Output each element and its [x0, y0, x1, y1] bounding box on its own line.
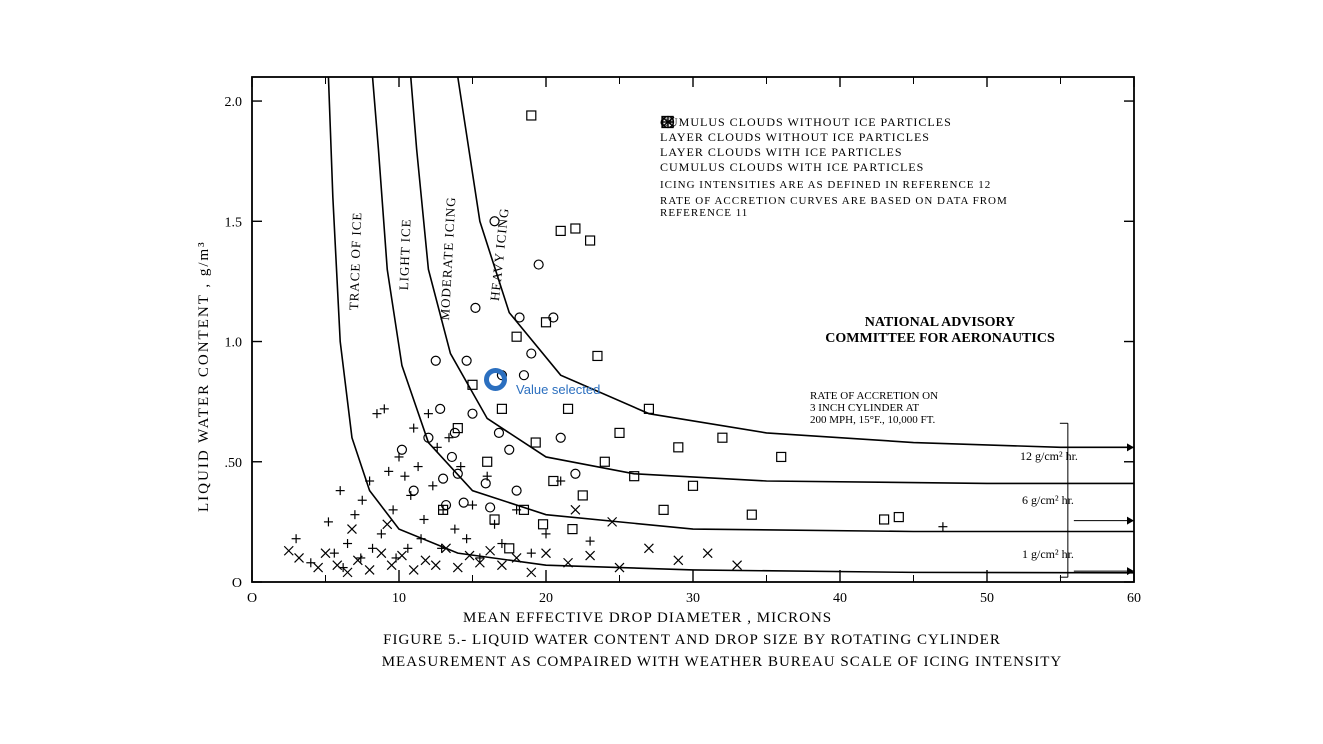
svg-text:40: 40 [833, 591, 847, 606]
svg-text:60: 60 [1127, 591, 1141, 606]
svg-text:O: O [232, 576, 242, 591]
svg-text:20: 20 [539, 591, 553, 606]
legend-row: LAYER CLOUDS WITH ICE PARTICLES [660, 145, 1020, 160]
svg-text:1.0: 1.0 [225, 336, 243, 351]
legend-note: RATE OF ACCRETION CURVES ARE BASED ON DA… [660, 195, 1020, 219]
curve-label: LIGHT ICE [396, 218, 415, 290]
svg-text:30: 30 [686, 591, 700, 606]
legend: CUMULUS CLOUDS WITHOUT ICE PARTICLESLAYE… [660, 115, 1020, 219]
accretion-note-line: 3 INCH CYLINDER AT [810, 402, 938, 414]
selected-point-label: Value selected [516, 382, 600, 397]
figure-caption-line2: MEASUREMENT AS COMPAIRED WITH WEATHER BU… [312, 654, 1132, 671]
rate-label: 12 g/cm² hr. [1020, 449, 1078, 464]
accretion-note-line: 200 MPH, 15°F., 10,000 FT. [810, 414, 938, 426]
agency-line2: COMMITTEE FOR AERONAUTICS [810, 331, 1070, 347]
svg-text:.50: .50 [225, 456, 243, 471]
svg-text:1.5: 1.5 [225, 215, 243, 230]
svg-text:O: O [247, 591, 257, 606]
agency-label: NATIONAL ADVISORY COMMITTEE FOR AERONAUT… [810, 315, 1070, 347]
y-axis-label: LIQUID WATER CONTENT , g/m³ [196, 240, 213, 512]
rate-label: 6 g/cm² hr. [1022, 493, 1074, 508]
legend-row: CUMULUS CLOUDS WITHOUT ICE PARTICLES [660, 115, 1020, 130]
svg-text:2.0: 2.0 [225, 95, 243, 110]
accretion-note: RATE OF ACCRETION ON3 INCH CYLINDER AT20… [810, 390, 938, 426]
x-axis-label: MEAN EFFECTIVE DROP DIAMETER , MICRONS [463, 610, 832, 627]
svg-text:50: 50 [980, 591, 994, 606]
legend-row: CUMULUS CLOUDS WITH ICE PARTICLES [660, 160, 1020, 175]
figure-container: { "canvas":{"w":1323,"h":744,"bg":"#ffff… [0, 0, 1323, 744]
svg-text:10: 10 [392, 591, 406, 606]
agency-line1: NATIONAL ADVISORY [810, 315, 1070, 331]
accretion-note-line: RATE OF ACCRETION ON [810, 390, 938, 402]
figure-caption-line1: FIGURE 5.- LIQUID WATER CONTENT AND DROP… [282, 632, 1102, 649]
legend-note: ICING INTENSITIES ARE AS DEFINED IN REFE… [660, 179, 1020, 191]
rate-label: 1 g/cm² hr. [1022, 547, 1074, 562]
legend-row: LAYER CLOUDS WITHOUT ICE PARTICLES [660, 130, 1020, 145]
